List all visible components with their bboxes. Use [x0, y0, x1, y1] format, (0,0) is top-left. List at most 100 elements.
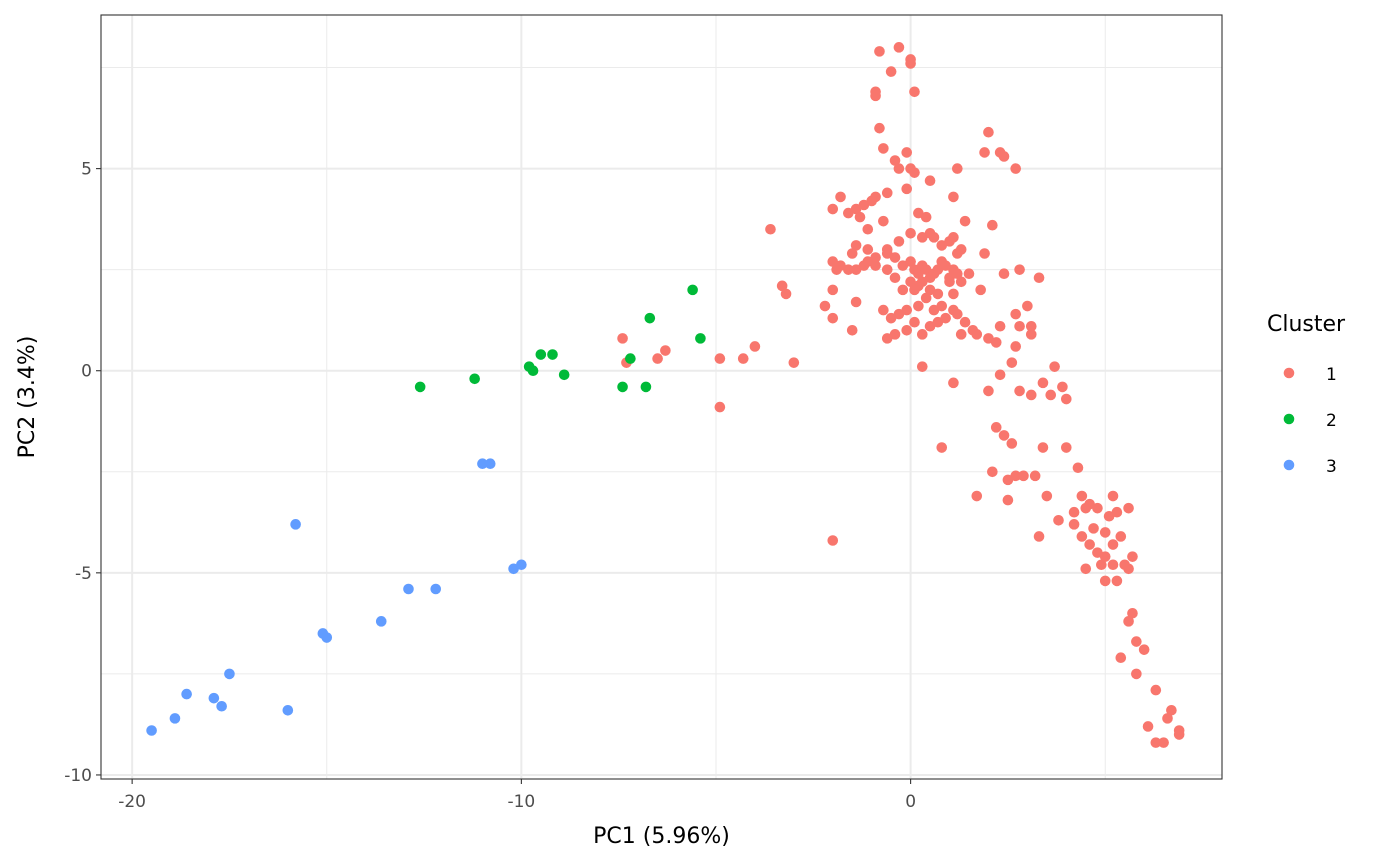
- cluster-1-point: [1068, 519, 1080, 530]
- cluster-1-point: [975, 284, 986, 296]
- cluster-1-point: [1131, 636, 1142, 647]
- cluster-1-point: [843, 264, 854, 275]
- legend-title: Cluster: [1267, 312, 1346, 337]
- x-tick-label: -10: [507, 792, 535, 812]
- cluster-2-point: [625, 353, 636, 364]
- cluster-1-point: [987, 466, 998, 478]
- cluster-1-point: [928, 304, 940, 316]
- cluster-1-point: [1142, 721, 1154, 732]
- cluster-2-point: [527, 365, 539, 377]
- cluster-1-point: [1018, 470, 1029, 482]
- cluster-1-point: [920, 211, 932, 223]
- cluster-1-point: [1092, 502, 1103, 514]
- cluster-3-point: [208, 692, 220, 704]
- cluster-1-point: [913, 207, 924, 219]
- cluster-1-point: [936, 240, 948, 251]
- plot-panel: [100, 14, 1223, 780]
- cluster-3-point: [169, 713, 181, 724]
- cluster-1-point: [788, 357, 800, 368]
- cluster-1-point: [1099, 551, 1111, 562]
- cluster-2-point: [547, 349, 558, 360]
- cluster-1-point: [893, 163, 905, 174]
- cluster-1-point: [1037, 377, 1049, 389]
- cluster-1-point: [983, 385, 994, 397]
- cluster-1-point: [1022, 300, 1033, 312]
- cluster-1-point: [952, 308, 963, 320]
- minor-gridlines: [101, 15, 1222, 779]
- cluster-1-point: [714, 353, 726, 364]
- cluster-1-point: [924, 320, 936, 332]
- legend-key-2: [1283, 413, 1295, 425]
- cluster-1-point: [1010, 308, 1022, 320]
- cluster-1-point: [819, 300, 831, 312]
- x-axis-title: PC1 (5.96%): [593, 824, 730, 849]
- y-tick-label: 0: [81, 362, 92, 382]
- cluster-3-point: [375, 616, 387, 627]
- cluster-1-point: [893, 42, 905, 53]
- cluster-1-point: [1096, 559, 1107, 571]
- cluster-1-point: [1014, 320, 1025, 332]
- cluster-2-point: [644, 312, 656, 324]
- cluster-1-point: [889, 155, 901, 166]
- cluster-1-point: [1138, 644, 1150, 655]
- y-tick-label: -5: [75, 564, 92, 584]
- cluster-1-point: [920, 292, 932, 304]
- cluster-1-point: [862, 223, 874, 235]
- cluster-1-point: [979, 147, 990, 158]
- cluster-1-point: [971, 490, 983, 502]
- cluster-1-point: [858, 199, 870, 211]
- cluster-1-point: [749, 341, 761, 352]
- cluster-1-point: [940, 312, 951, 324]
- cluster-1-point: [1033, 272, 1045, 284]
- cluster-2-point: [535, 349, 547, 360]
- cluster-1-point: [955, 276, 967, 288]
- cluster-1-point: [909, 316, 920, 328]
- cluster-1-point: [990, 337, 1002, 348]
- cluster-1-point: [1025, 329, 1037, 340]
- cluster-1-point: [827, 203, 839, 215]
- cluster-2-point: [640, 381, 652, 393]
- cluster-1-point: [881, 333, 893, 344]
- cluster-1-point: [1053, 514, 1064, 526]
- cluster-1-point: [1080, 563, 1092, 575]
- cluster-1-point: [990, 422, 1002, 433]
- cluster-1-point: [959, 215, 971, 227]
- cluster-1-point: [1061, 442, 1072, 453]
- cluster-1-point: [885, 312, 897, 324]
- cluster-1-point: [1099, 527, 1111, 538]
- cluster-1-point: [909, 167, 920, 178]
- cluster-1-point: [881, 264, 893, 275]
- cluster-1-point: [878, 143, 889, 154]
- cluster-1-point: [1088, 523, 1099, 534]
- cluster-3-point: [146, 725, 157, 736]
- legend-key-3: [1283, 459, 1295, 471]
- cluster-1-point: [1127, 551, 1138, 562]
- cluster-1-point: [1014, 385, 1025, 397]
- cluster-1-point: [1131, 668, 1142, 680]
- cluster-1-point: [1107, 559, 1119, 571]
- cluster-1-point: [913, 300, 924, 312]
- cluster-1-point: [920, 264, 932, 275]
- cluster-1-point: [971, 329, 983, 340]
- cluster-1-point: [1084, 539, 1095, 550]
- cluster-1-point: [878, 215, 889, 227]
- cluster-1-point: [998, 430, 1010, 441]
- cluster-1-point: [948, 288, 959, 300]
- cluster-1-point: [1158, 737, 1169, 748]
- cluster-1-point: [827, 256, 839, 267]
- cluster-1-point: [1103, 510, 1115, 522]
- cluster-1-point: [1010, 470, 1022, 482]
- cluster-1-point: [870, 252, 881, 263]
- cluster-1-point: [998, 151, 1010, 162]
- cluster-1-point: [1162, 713, 1173, 724]
- cluster-1-point: [1006, 357, 1018, 368]
- cluster-1-point: [843, 207, 854, 219]
- cluster-1-point: [909, 284, 920, 296]
- cluster-1-point: [1006, 438, 1018, 449]
- cluster-1-point: [901, 304, 913, 316]
- cluster-1-point: [737, 353, 749, 364]
- cluster-3-point: [290, 519, 301, 530]
- cluster-1-point: [959, 316, 971, 328]
- cluster-1-point: [1049, 361, 1060, 372]
